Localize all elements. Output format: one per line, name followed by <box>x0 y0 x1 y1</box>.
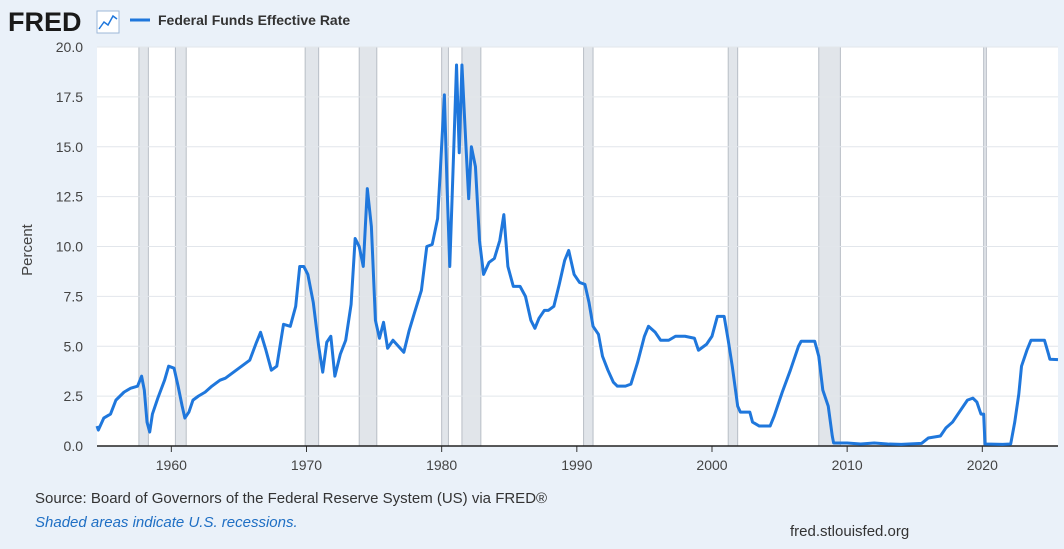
series-line <box>95 63 1059 446</box>
x-tick-label: 2010 <box>832 457 863 473</box>
y-tick-label: 15.0 <box>56 139 83 155</box>
x-tick-label: 2020 <box>967 457 998 473</box>
y-tick-label: 10.0 <box>56 239 83 255</box>
logo-icon <box>96 10 120 34</box>
x-tick-label: 1960 <box>156 457 187 473</box>
legend-label: Federal Funds Effective Rate <box>158 12 350 28</box>
x-tick-label: 1980 <box>426 457 457 473</box>
y-tick-label: 7.5 <box>64 288 84 304</box>
logo-icon-line <box>98 14 118 30</box>
y-tick-label: 2.5 <box>64 388 84 404</box>
x-tick-label: 1990 <box>561 457 592 473</box>
x-tick-label: 1970 <box>291 457 322 473</box>
y-tick-label: 0.0 <box>64 438 84 454</box>
logo: FRED <box>8 7 82 37</box>
site: fred.stlouisfed.org <box>790 523 909 540</box>
x-tick-label: 2000 <box>696 457 727 473</box>
note: Shaded areas indicate U.S. recessions. <box>35 514 298 531</box>
source: Source: Board of Governors of the Federa… <box>35 490 547 507</box>
y-axis-label: Percent <box>19 223 36 276</box>
logo-icon-box <box>96 10 120 34</box>
y-tick-label: 20.0 <box>56 39 83 55</box>
y-tick-label: 5.0 <box>64 338 84 354</box>
y-tick-label: 17.5 <box>56 89 83 105</box>
y-tick-label: 12.5 <box>56 189 83 205</box>
